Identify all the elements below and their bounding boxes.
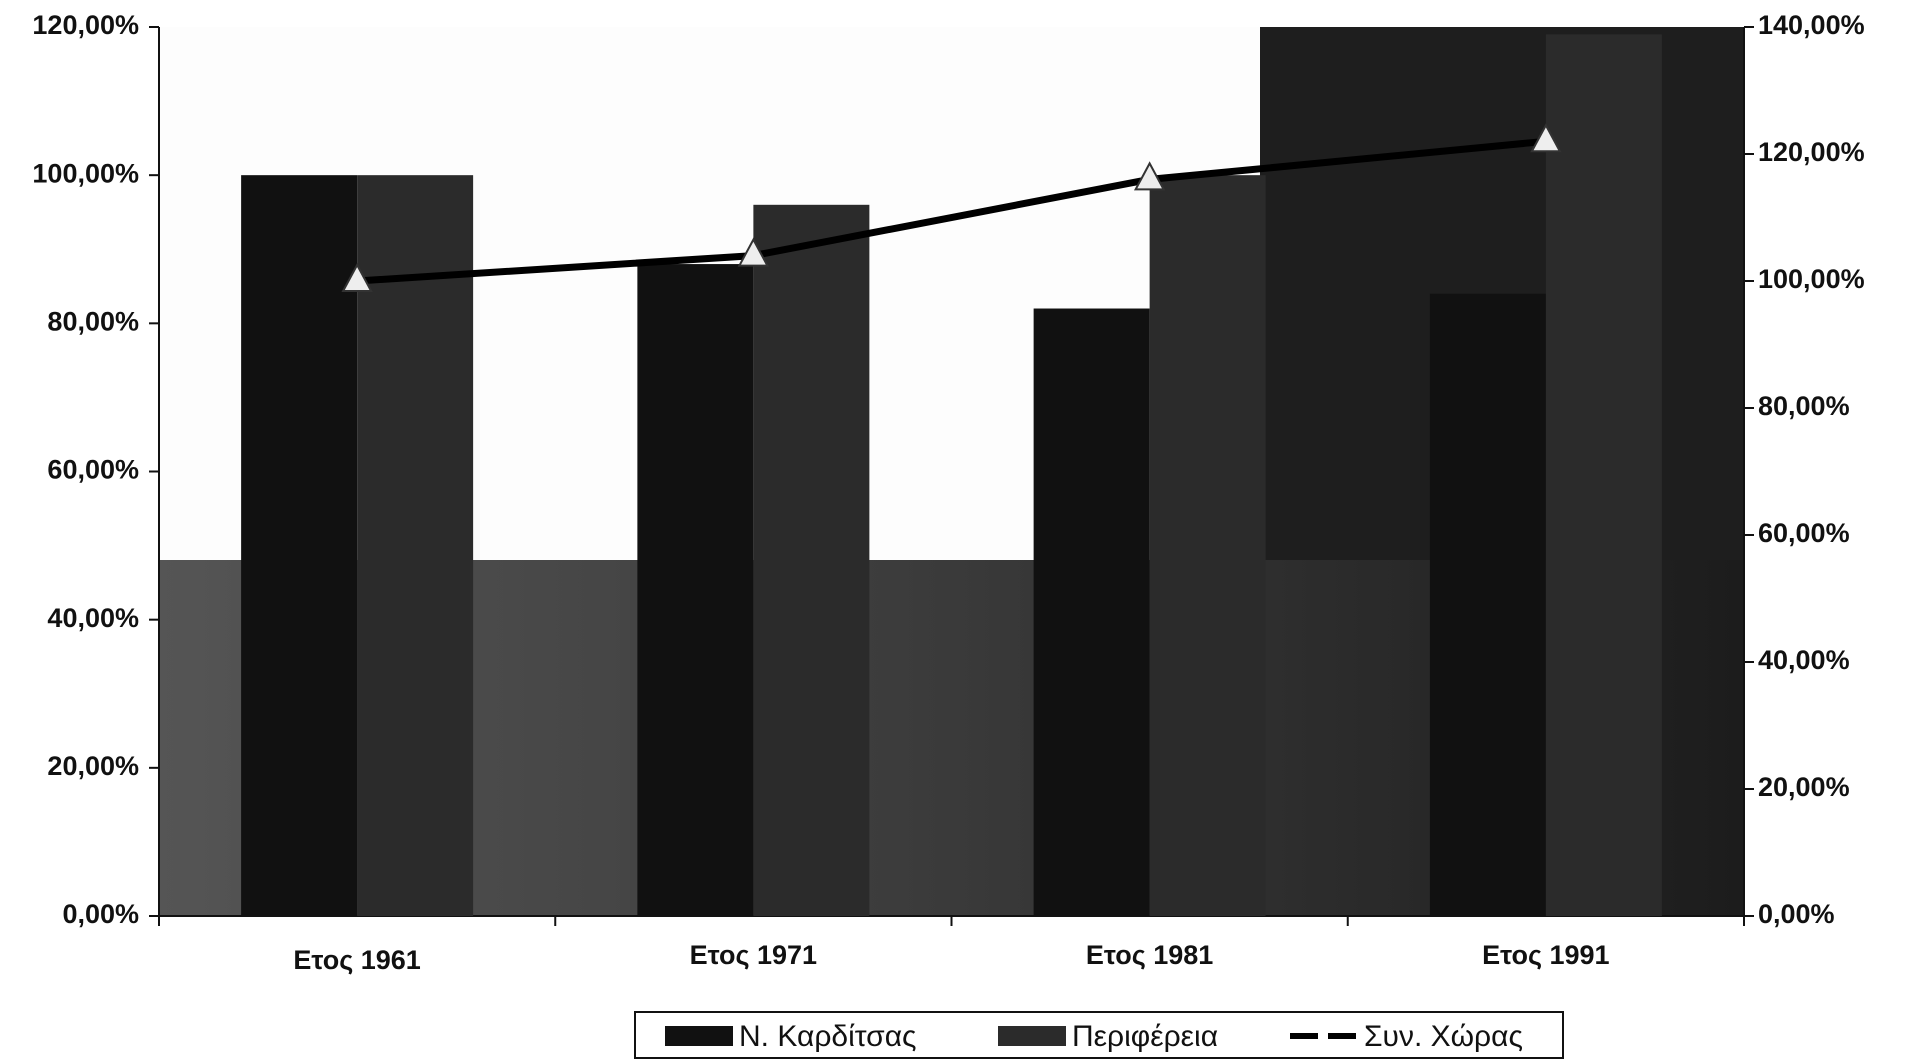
bar (1545, 34, 1662, 917)
y2-tick-label: 120,00% (1758, 137, 1865, 167)
bar (241, 175, 358, 916)
bar (1033, 308, 1150, 916)
legend-label: Περιφέρεια (1072, 1020, 1218, 1053)
line-marker (341, 262, 373, 292)
x-tick-label: Ετος 1961 (293, 945, 420, 975)
bar (1149, 175, 1266, 916)
x-tick-label: Ετος 1971 (690, 940, 817, 970)
bar (357, 175, 474, 916)
y2-tick-label: 100,00% (1758, 264, 1865, 294)
line-marker (1133, 161, 1166, 191)
y-tick-label: 60,00% (47, 455, 139, 485)
x-tick-label: Ετος 1991 (1482, 940, 1609, 970)
legend-label: Ν. Καρδίτσας (739, 1020, 917, 1053)
y2-tick-label: 0,00% (1758, 899, 1835, 929)
bar (753, 204, 870, 917)
legend-swatch (665, 1026, 733, 1046)
bar (1429, 293, 1546, 916)
y-tick-label: 40,00% (47, 603, 139, 633)
x-tick-label: Ετος 1981 (1086, 940, 1213, 970)
line-marker (1530, 123, 1562, 153)
y2-tick-label: 40,00% (1758, 645, 1850, 675)
y-tick-label: 100,00% (32, 158, 139, 188)
line-marker (737, 237, 770, 267)
y2-tick-label: 140,00% (1758, 10, 1865, 40)
y-tick-label: 0,00% (62, 899, 139, 929)
bar (637, 264, 754, 917)
legend-label: Συν. Χώρας (1364, 1020, 1523, 1053)
legend-box (634, 1011, 1564, 1059)
line-series (356, 137, 1547, 285)
y2-tick-label: 80,00% (1758, 391, 1850, 421)
y2-tick-label: 20,00% (1758, 772, 1850, 802)
y2-tick-label: 60,00% (1758, 518, 1850, 548)
y-tick-label: 80,00% (47, 306, 139, 336)
y-tick-label: 120,00% (32, 10, 139, 40)
legend-swatch (998, 1026, 1066, 1046)
y-tick-label: 20,00% (47, 751, 139, 781)
